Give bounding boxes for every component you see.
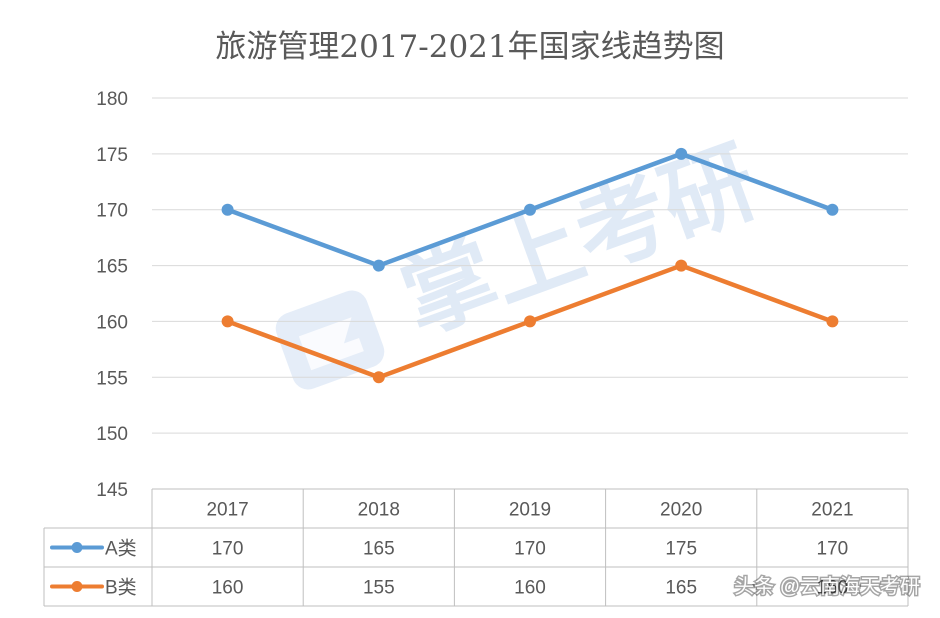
data-point [524, 203, 536, 216]
table-value-cell: 175 [665, 539, 697, 560]
y-tick-label: 150 [96, 424, 128, 445]
y-tick-label: 180 [96, 89, 128, 110]
data-point [524, 315, 536, 328]
table-value-cell: 160 [817, 578, 849, 599]
data-point [372, 259, 385, 272]
legend-series-label: B类 [105, 577, 137, 599]
data-point [826, 203, 839, 216]
y-tick-label: 175 [96, 145, 128, 166]
credit-text: 头条 @云南海天考研 [734, 575, 920, 598]
data-point [826, 315, 839, 328]
y-tick-label: 165 [96, 257, 128, 278]
table-value-cell: 165 [363, 539, 395, 560]
table-value-cell: 170 [817, 539, 849, 560]
table-value-cell: 170 [212, 539, 244, 560]
data-point [675, 259, 688, 272]
y-tick-label: 145 [96, 480, 128, 501]
chart-title: 旅游管理2017-2021年国家线趋势图 [215, 29, 724, 65]
legend-marker-key [71, 581, 83, 592]
data-table: 2017 2018 2019 2020 2021 A类 170 165 170 175 170 B类 1… [43, 488, 909, 607]
legend-marker-key [71, 542, 83, 553]
data-point [675, 147, 688, 160]
data-point [221, 203, 234, 216]
table-value-cell: 160 [212, 578, 244, 599]
table-value-cell: 165 [665, 578, 697, 599]
y-axis-ticks: 145 150 155 160 165 170 175 180 [96, 89, 128, 501]
y-tick-label: 155 [96, 368, 128, 389]
x-category-label: 2021 [811, 500, 853, 521]
table-value-cell: 160 [514, 578, 546, 599]
table-value-cell: 155 [363, 578, 395, 599]
data-point [221, 315, 234, 328]
x-category-label: 2019 [509, 500, 551, 521]
series-lines [221, 147, 839, 384]
y-tick-label: 160 [96, 312, 128, 333]
x-category-label: 2020 [660, 500, 702, 521]
data-point [372, 371, 385, 384]
legend-series-label: A类 [105, 538, 137, 560]
credit-overlay: 头条 @云南海天考研 [733, 574, 922, 600]
y-tick-label: 170 [96, 201, 128, 222]
x-category-label: 2017 [206, 500, 248, 521]
x-category-label: 2018 [358, 500, 400, 521]
table-value-cell: 170 [514, 539, 546, 560]
